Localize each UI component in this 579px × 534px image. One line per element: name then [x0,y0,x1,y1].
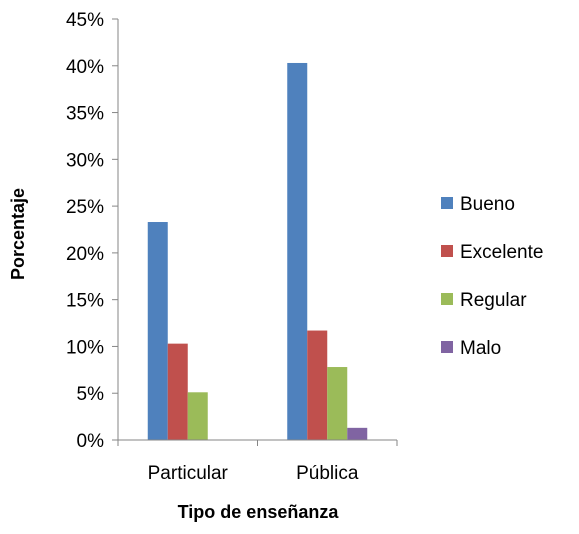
legend-swatch-malo [441,341,453,353]
legend-swatch-bueno [441,197,453,209]
legend-label-regular: Regular [460,290,527,311]
y-tick-label: 30% [66,150,104,171]
legend-label-bueno: Bueno [460,194,515,215]
x-tick-label: Pública [296,463,359,484]
y-tick-label: 15% [66,291,104,312]
legend: Bueno Excelente Regular Malo [441,194,543,359]
legend-label-excelente: Excelente [460,242,543,263]
y-axis-title: Porcentaje [8,188,28,280]
legend-swatch-regular [441,293,453,305]
y-tick-label: 45% [66,10,104,31]
legend-swatch-excelente [441,245,453,257]
bar-regular-particular [187,392,208,440]
y-tick-label: 20% [66,244,104,265]
y-tick-label: 0% [77,431,105,452]
y-tick-label: 5% [77,384,105,405]
bar-excelente-pública [307,330,328,440]
x-axis-tick-labels: Particular Pública [148,463,359,484]
y-tick-label: 25% [66,197,104,218]
bar-regular-pública [327,367,348,440]
x-tick-label: Particular [148,463,229,484]
y-tick-label: 35% [66,104,104,125]
bar-malo-pública [347,427,368,440]
bars-group [147,62,368,441]
y-axis-ticks: 0% 5% 10% 15% 20% 25% 30% 35% 40% 45% [66,10,398,452]
bar-excelente-particular [167,343,188,440]
y-tick-label: 40% [66,57,104,78]
legend-label-malo: Malo [460,338,501,359]
bar-bueno-particular [147,222,168,440]
y-tick-label: 10% [66,337,104,358]
bar-bueno-pública [287,62,308,441]
x-axis-title: Tipo de enseñanza [178,502,340,522]
